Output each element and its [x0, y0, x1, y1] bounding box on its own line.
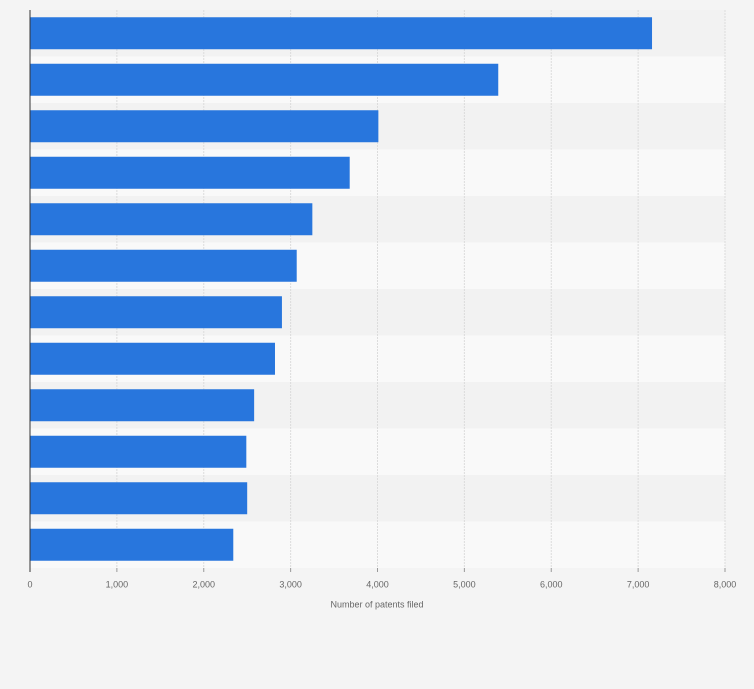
x-axis-title: Number of patents filed [330, 599, 423, 609]
x-tick-label: 8,000 [714, 579, 737, 589]
bar [30, 156, 350, 189]
bar [30, 296, 282, 329]
x-tick-label: 4,000 [366, 579, 389, 589]
x-tick-label: 5,000 [453, 579, 476, 589]
bar [30, 249, 297, 282]
x-tick-label: 0 [27, 579, 32, 589]
bar [30, 342, 275, 375]
bar [30, 17, 653, 50]
x-tick-label: 1,000 [106, 579, 129, 589]
bar [30, 435, 247, 468]
bar [30, 528, 234, 561]
bar [30, 482, 248, 515]
bar [30, 389, 255, 422]
x-tick-label: 3,000 [279, 579, 302, 589]
x-tick-label: 6,000 [540, 579, 563, 589]
x-tick-label: 2,000 [192, 579, 215, 589]
bar [30, 110, 379, 143]
bar [30, 203, 313, 236]
bar [30, 63, 499, 96]
x-tick-label: 7,000 [627, 579, 650, 589]
